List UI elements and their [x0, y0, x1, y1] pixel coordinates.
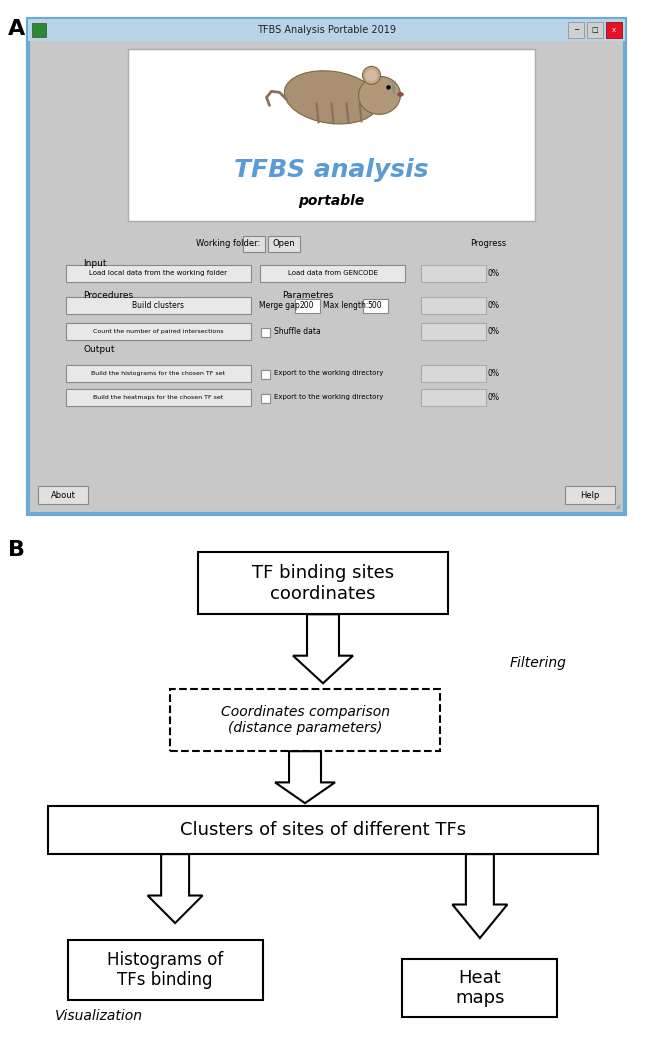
Text: A: A: [8, 19, 25, 39]
Text: Input: Input: [83, 258, 107, 268]
Bar: [68, 940, 263, 1000]
Bar: [268, 237, 300, 252]
Ellipse shape: [358, 77, 400, 114]
Text: Count the number of paired intersections: Count the number of paired intersections: [93, 329, 223, 333]
Bar: [128, 49, 535, 221]
Bar: [606, 22, 622, 38]
Bar: [66, 365, 251, 382]
Text: Build the histograms for the chosen TF set: Build the histograms for the chosen TF s…: [91, 371, 225, 376]
Text: Output: Output: [83, 345, 115, 354]
Text: 0%: 0%: [487, 301, 499, 309]
Text: Merge gap:: Merge gap:: [259, 301, 302, 309]
Text: 0%: 0%: [487, 368, 499, 378]
Text: TFBS Analysis Portable 2019: TFBS Analysis Portable 2019: [257, 25, 396, 35]
Text: Help: Help: [580, 491, 600, 499]
Bar: [66, 323, 251, 340]
Bar: [363, 299, 388, 313]
Text: About: About: [50, 491, 76, 499]
Bar: [295, 299, 320, 313]
Bar: [66, 297, 251, 315]
Text: 0%: 0%: [487, 327, 499, 335]
Text: Load local data from the working folder: Load local data from the working folder: [89, 270, 227, 276]
Text: portable: portable: [298, 193, 365, 208]
Text: TF binding sites
coordinates: TF binding sites coordinates: [252, 564, 394, 603]
Text: Load data from GENCODE: Load data from GENCODE: [288, 270, 378, 276]
Bar: [66, 389, 251, 406]
Text: 0%: 0%: [487, 269, 499, 278]
Text: Build clusters: Build clusters: [132, 301, 184, 309]
Polygon shape: [293, 614, 353, 683]
Bar: [66, 265, 251, 282]
Ellipse shape: [284, 71, 378, 124]
Bar: [38, 486, 88, 504]
Bar: [261, 394, 270, 403]
Bar: [49, 807, 598, 854]
Text: ◢: ◢: [615, 503, 620, 510]
Text: Export to the working directory: Export to the working directory: [274, 394, 384, 401]
Text: 0%: 0%: [487, 392, 499, 402]
Text: ─: ─: [574, 27, 578, 33]
Text: Histograms of
TFs binding: Histograms of TFs binding: [107, 951, 223, 989]
Bar: [587, 22, 603, 38]
Bar: [421, 297, 486, 315]
Bar: [261, 371, 270, 379]
Bar: [421, 365, 486, 382]
Text: Progress: Progress: [470, 239, 506, 248]
Ellipse shape: [362, 66, 380, 84]
Text: Procedures: Procedures: [83, 291, 133, 300]
Bar: [28, 19, 625, 42]
Text: Heat
maps: Heat maps: [455, 968, 505, 1008]
Text: ...: ...: [250, 239, 258, 248]
Text: Max length:: Max length:: [323, 301, 368, 309]
Text: Visualization: Visualization: [55, 1009, 143, 1023]
Bar: [243, 237, 265, 252]
Bar: [421, 389, 486, 406]
Text: Shuffle data: Shuffle data: [274, 327, 321, 335]
Bar: [260, 265, 405, 282]
Text: Working folder:: Working folder:: [196, 239, 260, 248]
Text: 500: 500: [367, 301, 382, 309]
Bar: [565, 486, 615, 504]
Text: 200: 200: [300, 301, 314, 309]
Text: □: □: [592, 27, 598, 33]
Ellipse shape: [366, 70, 377, 81]
Bar: [170, 689, 440, 752]
Text: TFBS analysis: TFBS analysis: [234, 158, 429, 182]
Polygon shape: [275, 752, 335, 803]
Ellipse shape: [386, 85, 391, 89]
Text: Open: Open: [272, 239, 295, 248]
Text: Clusters of sites of different TFs: Clusters of sites of different TFs: [180, 821, 466, 839]
Bar: [421, 323, 486, 340]
Text: Filtering: Filtering: [510, 656, 567, 671]
Text: Coordinates comparison
(distance parameters): Coordinates comparison (distance paramet…: [221, 705, 389, 735]
Bar: [402, 959, 557, 1017]
Bar: [198, 552, 448, 614]
Bar: [568, 22, 584, 38]
Bar: [421, 265, 486, 282]
Text: x: x: [612, 27, 616, 33]
Ellipse shape: [397, 92, 404, 97]
Polygon shape: [148, 854, 203, 923]
Bar: [261, 328, 270, 337]
Text: Export to the working directory: Export to the working directory: [274, 371, 384, 376]
Text: Build the heatmaps for the chosen TF set: Build the heatmaps for the chosen TF set: [93, 394, 223, 400]
Bar: [32, 23, 46, 37]
Text: Parametres: Parametres: [282, 291, 334, 300]
Text: B: B: [8, 541, 25, 561]
Polygon shape: [452, 854, 507, 938]
